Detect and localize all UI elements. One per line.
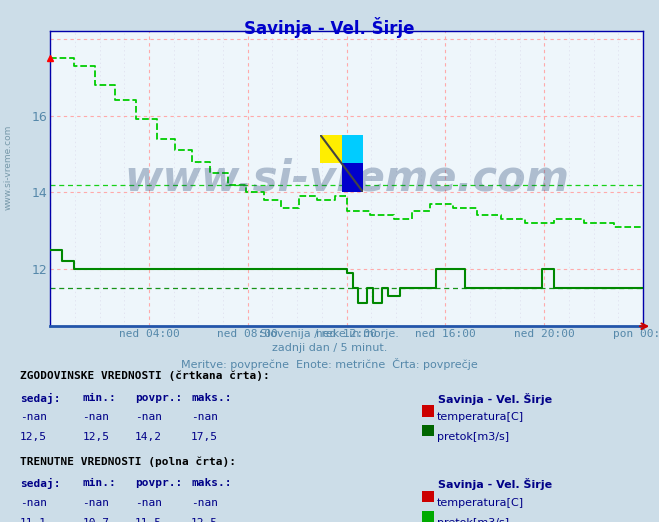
Bar <box>320 135 342 163</box>
Text: Meritve: povprečne  Enote: metrične  Črta: povprečje: Meritve: povprečne Enote: metrične Črta:… <box>181 358 478 370</box>
Text: 11,5: 11,5 <box>135 518 162 522</box>
Text: -nan: -nan <box>191 412 218 422</box>
Text: www.si-vreme.com: www.si-vreme.com <box>3 124 13 210</box>
Text: Savinja - Vel. Širje: Savinja - Vel. Širje <box>438 393 552 405</box>
Text: ZGODOVINSKE VREDNOSTI (črtkana črta):: ZGODOVINSKE VREDNOSTI (črtkana črta): <box>20 371 270 381</box>
Text: 12,5: 12,5 <box>20 432 47 442</box>
Text: sedaj:: sedaj: <box>20 393 60 404</box>
Text: Savinja - Vel. Širje: Savinja - Vel. Širje <box>438 478 552 490</box>
Text: povpr.:: povpr.: <box>135 393 183 402</box>
Text: -nan: -nan <box>135 498 162 508</box>
Text: Savinja - Vel. Širje: Savinja - Vel. Širje <box>244 17 415 38</box>
Text: 10,7: 10,7 <box>82 518 109 522</box>
Text: 12,5: 12,5 <box>191 518 218 522</box>
Text: -nan: -nan <box>82 498 109 508</box>
Text: maks.:: maks.: <box>191 393 231 402</box>
Text: 11,1: 11,1 <box>20 518 47 522</box>
Text: www.si-vreme.com: www.si-vreme.com <box>124 158 569 200</box>
Text: 12,5: 12,5 <box>82 432 109 442</box>
Text: sedaj:: sedaj: <box>20 478 60 489</box>
Text: 17,5: 17,5 <box>191 432 218 442</box>
Text: min.:: min.: <box>82 478 116 488</box>
Text: -nan: -nan <box>20 498 47 508</box>
Text: Slovenija / reke in morje.: Slovenija / reke in morje. <box>260 329 399 339</box>
Text: 14,2: 14,2 <box>135 432 162 442</box>
Bar <box>342 135 363 163</box>
Text: pretok[m3/s]: pretok[m3/s] <box>437 432 509 442</box>
Text: pretok[m3/s]: pretok[m3/s] <box>437 518 509 522</box>
Text: zadnji dan / 5 minut.: zadnji dan / 5 minut. <box>272 343 387 353</box>
Text: -nan: -nan <box>135 412 162 422</box>
Text: -nan: -nan <box>20 412 47 422</box>
Bar <box>342 163 363 192</box>
Text: -nan: -nan <box>82 412 109 422</box>
Text: temperatura[C]: temperatura[C] <box>437 412 524 422</box>
Text: min.:: min.: <box>82 393 116 402</box>
Text: povpr.:: povpr.: <box>135 478 183 488</box>
Text: -nan: -nan <box>191 498 218 508</box>
Text: TRENUTNE VREDNOSTI (polna črta):: TRENUTNE VREDNOSTI (polna črta): <box>20 456 236 467</box>
Text: maks.:: maks.: <box>191 478 231 488</box>
Text: temperatura[C]: temperatura[C] <box>437 498 524 508</box>
